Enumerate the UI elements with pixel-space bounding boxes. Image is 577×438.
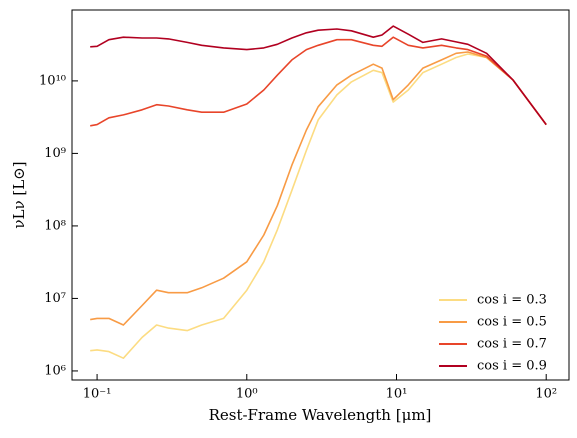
- series-line: [90, 36, 547, 127]
- y-axis-label: νLν [L⊙]: [10, 161, 28, 228]
- y-tick-label: 10⁷: [44, 291, 66, 306]
- series-line: [90, 25, 547, 126]
- series-line: [90, 53, 547, 359]
- y-tick-label: 10⁸: [44, 218, 66, 233]
- legend-label: cos i = 0.3: [477, 293, 547, 308]
- legend-label: cos i = 0.7: [477, 337, 547, 352]
- x-tick-label: 10²: [535, 387, 557, 402]
- y-tick-label: 10⁹: [44, 146, 66, 161]
- x-axis-label: Rest-Frame Wavelength [μm]: [209, 406, 432, 424]
- y-tick-label: 10¹⁰: [39, 73, 66, 88]
- legend-label: cos i = 0.9: [477, 359, 547, 374]
- legend-label: cos i = 0.5: [477, 315, 547, 330]
- plot-frame: [71, 9, 570, 381]
- x-tick-label: 10⁻¹: [83, 387, 112, 402]
- y-tick-label: 10⁶: [44, 363, 66, 378]
- x-tick-label: 10⁰: [236, 387, 258, 402]
- x-tick-label: 10¹: [386, 387, 408, 402]
- series-line: [90, 51, 547, 326]
